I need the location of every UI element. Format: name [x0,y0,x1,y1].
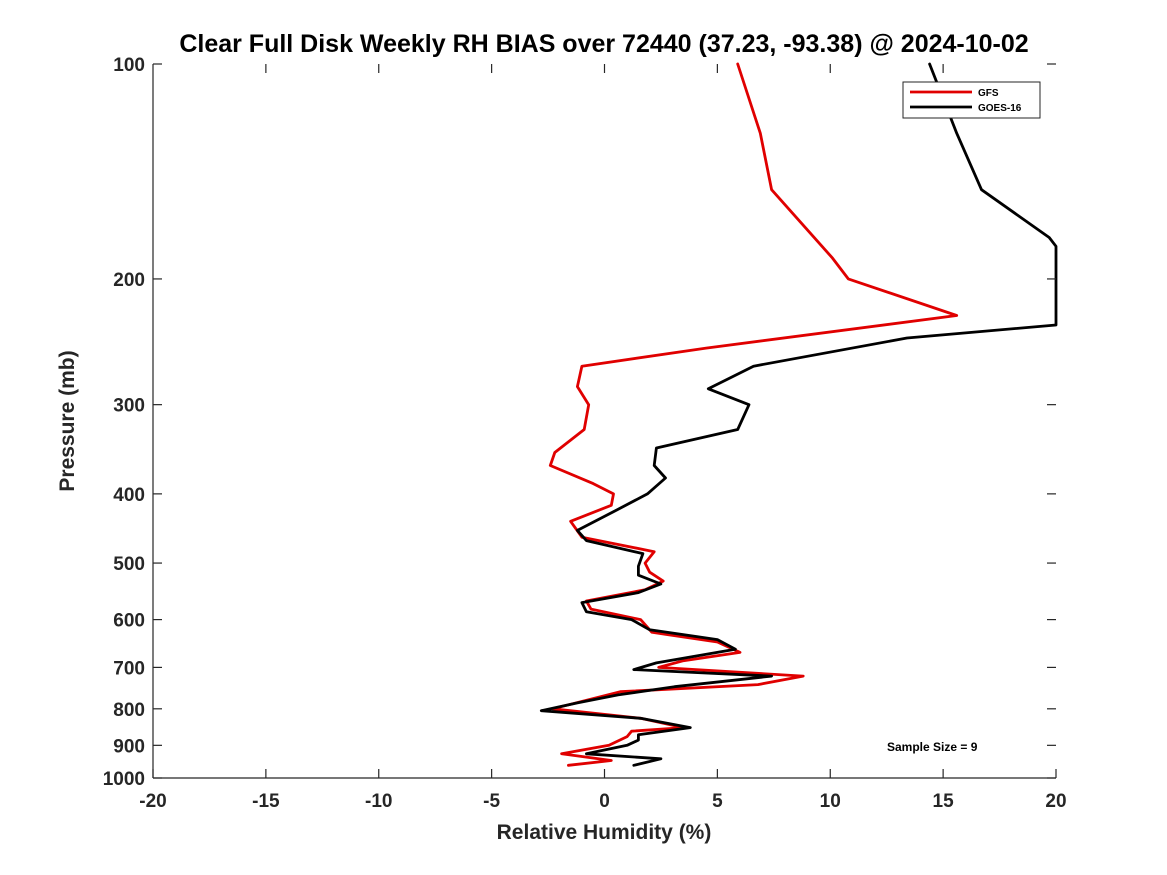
series-line-gfs [548,62,959,767]
x-tick-label: 5 [712,791,723,812]
y-tick-label: 500 [113,554,145,575]
x-ticks: -20 -15 -10 -5 0 5 10 15 20 [139,64,1067,812]
y-tick-label: 1000 [103,769,145,790]
y-tick-label: 200 [113,270,145,291]
y-tick-label: 300 [113,396,145,417]
x-tick-label: -20 [139,791,166,812]
chart-title: Clear Full Disk Weekly RH BIAS over 7244… [179,30,1028,58]
x-tick-label: 20 [1045,791,1066,812]
y-tick-label: 800 [113,700,145,721]
x-axis-label: Relative Humidity (%) [497,821,712,844]
x-tick-label: -10 [365,791,392,812]
series-line-goes16 [539,62,1058,767]
x-tick-label: -15 [252,791,280,812]
x-tick-label: 15 [933,791,955,812]
x-tick-label: -5 [483,791,500,812]
y-tick-label: 400 [113,485,145,506]
y-tick-label: 600 [113,611,145,632]
y-axis-label: Pressure (mb) [56,350,79,491]
y-tick-label: 100 [113,55,145,76]
y-tick-label: 700 [113,658,145,679]
sample-size-annotation: Sample Size = 9 [887,740,978,754]
y-tick-label: 900 [113,736,145,757]
y-ticks: 100 200 300 400 500 600 700 800 900 1000 [103,55,1056,790]
axes [152,64,1056,779]
legend: GFS GOES-16 [902,81,1041,119]
legend-label-goes16: GOES-16 [978,103,1022,114]
legend-box [902,81,1041,119]
x-tick-label: 10 [820,791,841,812]
legend-label-gfs: GFS [978,88,999,99]
x-tick-label: 0 [599,791,610,812]
plot-series [539,62,1058,767]
